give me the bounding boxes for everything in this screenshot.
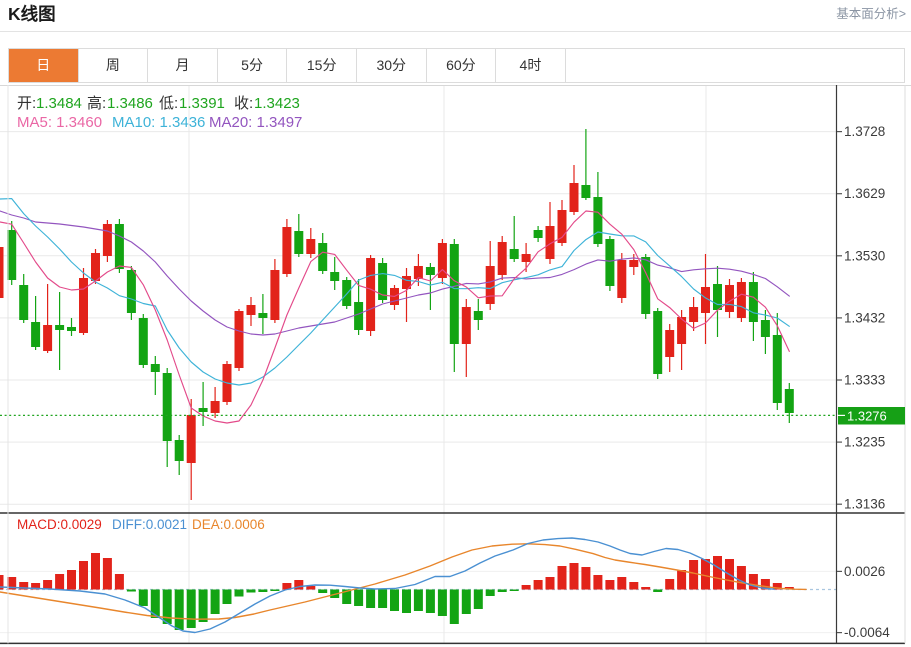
svg-text:1.3530: 1.3530 bbox=[844, 248, 885, 263]
svg-text:-0.0064: -0.0064 bbox=[844, 625, 890, 640]
svg-text:1.3728: 1.3728 bbox=[844, 124, 885, 139]
svg-text:1.3136: 1.3136 bbox=[844, 497, 885, 512]
svg-text:1.3333: 1.3333 bbox=[844, 373, 885, 388]
svg-text:0.0026: 0.0026 bbox=[844, 564, 885, 579]
svg-text:1.3276: 1.3276 bbox=[847, 409, 887, 424]
svg-text:1.3235: 1.3235 bbox=[844, 435, 885, 450]
svg-text:1.3432: 1.3432 bbox=[844, 310, 885, 325]
svg-text:1.3629: 1.3629 bbox=[844, 186, 885, 201]
